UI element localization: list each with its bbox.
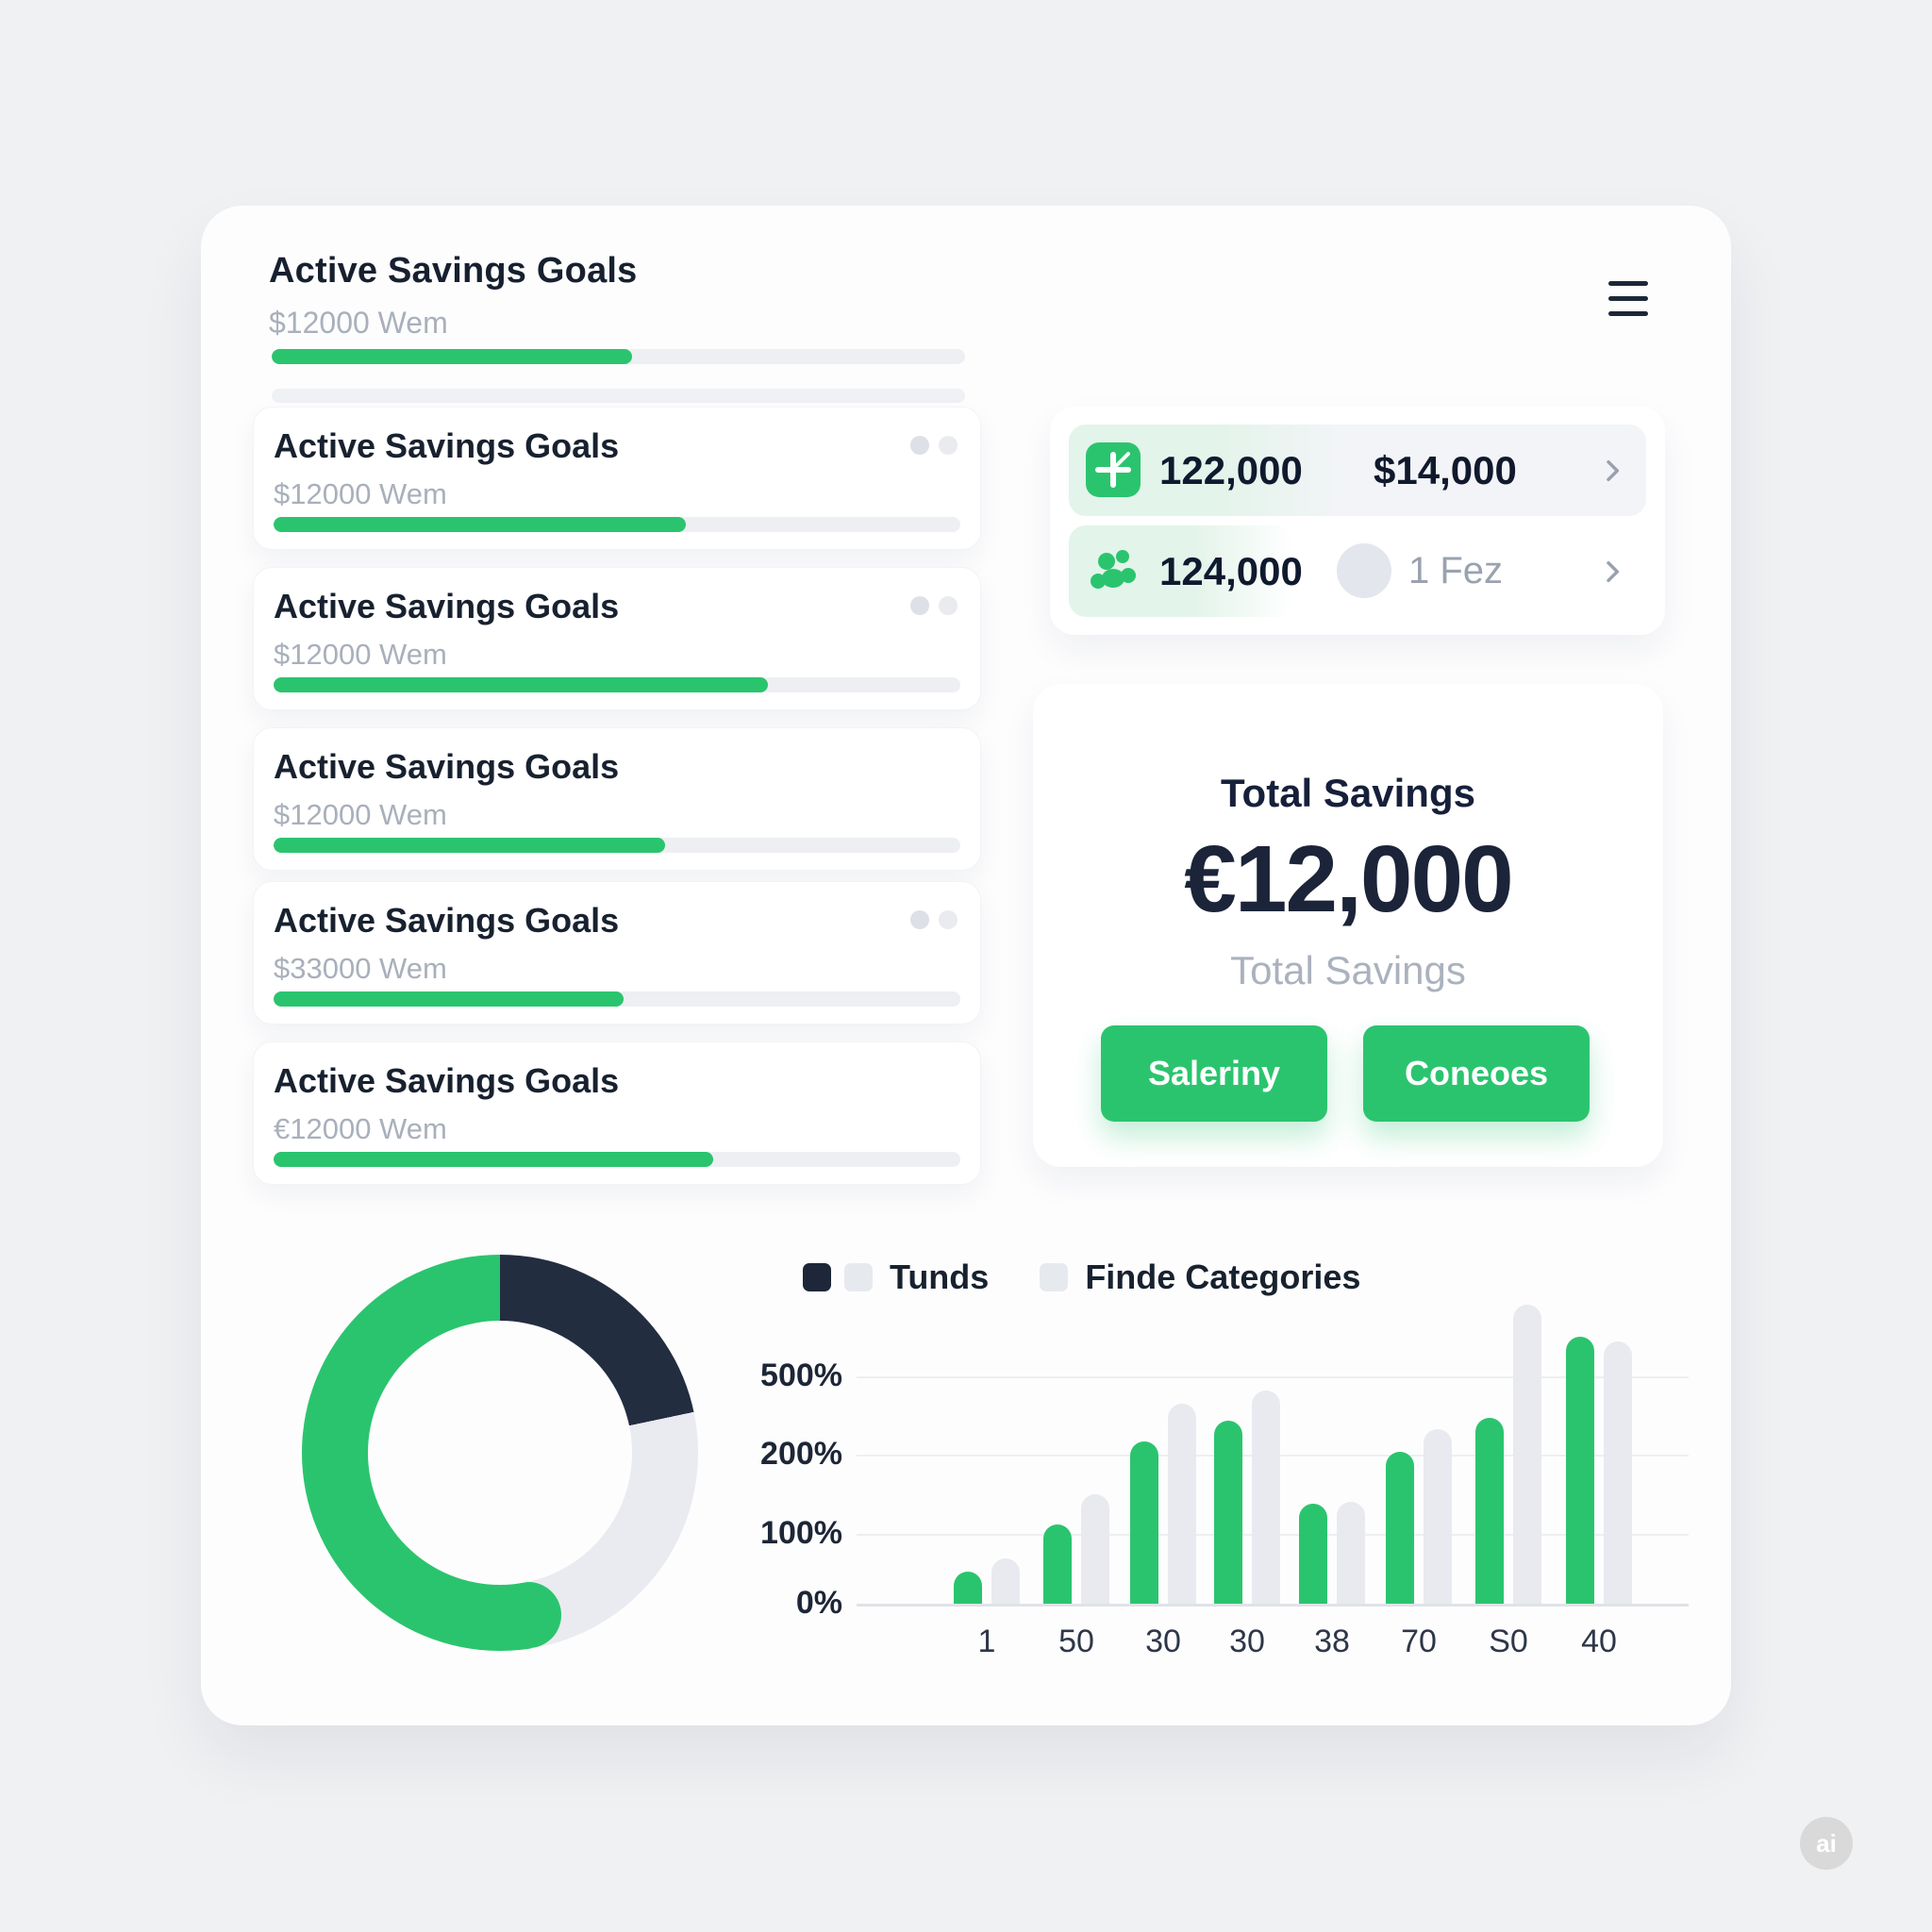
bar-finde-4 <box>1252 1391 1280 1604</box>
bar-finde-6 <box>1424 1429 1452 1604</box>
x-tick-7: S0 <box>1489 1624 1528 1659</box>
avatar <box>1337 543 1391 598</box>
bar-finde-8 <box>1604 1341 1632 1604</box>
bar-finde-2 <box>1081 1494 1109 1604</box>
bar-tunds-5 <box>1299 1504 1327 1604</box>
goal-progress-bar <box>274 677 960 692</box>
y-tick-0: 0% <box>795 1585 842 1621</box>
growth-chart-icon <box>1086 442 1141 497</box>
goal-progress-fill <box>274 677 769 692</box>
savings-donut-chart <box>302 1255 698 1651</box>
stat-value: 122,000 <box>1159 447 1303 492</box>
goal-title: Active Savings Goals <box>274 587 620 625</box>
goal-amount: $12000 Wem <box>274 638 447 671</box>
goal-card[interactable]: Active Savings Goals $12000 Wem <box>253 407 981 550</box>
bar-tunds-4 <box>1214 1421 1242 1604</box>
legend-swatch-gray[interactable] <box>844 1263 873 1291</box>
goal-amount: €12000 Wem <box>274 1112 447 1145</box>
page-title: Active Savings Goals <box>269 251 638 291</box>
gridline-500 <box>857 1376 1689 1378</box>
bar-finde-1 <box>991 1558 1020 1604</box>
legend-swatch-gray[interactable] <box>1040 1263 1069 1291</box>
goal-progress-bar <box>274 991 960 1007</box>
stat-secondary-value: $14,000 <box>1374 447 1517 492</box>
goal-card[interactable]: Active Savings Goals $12000 Wem <box>253 727 981 871</box>
goal-progress-fill <box>274 991 625 1007</box>
bar-tunds-2 <box>1043 1524 1072 1604</box>
header-progress-fill <box>272 349 633 364</box>
dashboard-panel: Active Savings Goals $12000 Wem Active S… <box>201 206 1731 1725</box>
bar-chart-plot <box>901 1305 1689 1604</box>
stat-row-fez[interactable]: 124,000 1 Fez <box>1069 525 1646 617</box>
saleriny-button[interactable]: Saleriny <box>1101 1025 1327 1122</box>
stat-row-funds[interactable]: 122,000 $14,000 <box>1069 425 1646 516</box>
x-tick-1: 1 <box>977 1624 996 1659</box>
x-tick-2: 50 <box>1058 1624 1094 1659</box>
stats-card: 122,000 $14,000 124,000 1 Fez <box>1050 407 1665 635</box>
total-savings-card: Total Savings €12,000 Total Savings Sale… <box>1033 684 1663 1167</box>
bar-tunds-7 <box>1475 1418 1504 1604</box>
y-tick-100: 100% <box>760 1515 842 1551</box>
total-savings-title: Total Savings <box>1221 771 1475 815</box>
total-savings-subtitle: Total Savings <box>1230 948 1466 992</box>
goal-card[interactable]: Active Savings Goals €12000 Wem <box>253 1041 981 1185</box>
goal-progress-fill <box>274 517 686 532</box>
ai-watermark-badge: ai <box>1800 1817 1853 1870</box>
drag-dots-icon[interactable] <box>910 596 958 615</box>
goal-card[interactable]: Active Savings Goals $12000 Wem <box>253 567 981 710</box>
coneoes-button[interactable]: Coneoes <box>1363 1025 1590 1122</box>
bar-tunds-1 <box>954 1572 982 1604</box>
goal-progress-bar <box>274 517 960 532</box>
donut-green-cap <box>495 1582 561 1648</box>
bar-tunds-3 <box>1130 1441 1158 1604</box>
header-goal-amount: $12000 Wem <box>269 306 448 340</box>
goal-progress-fill <box>274 838 665 853</box>
x-axis-line <box>857 1604 1689 1607</box>
total-savings-amount: €12,000 <box>1184 826 1513 932</box>
stat-value: 124,000 <box>1159 548 1303 593</box>
goal-card[interactable]: Active Savings Goals $33000 Wem <box>253 881 981 1024</box>
goal-progress-bar <box>274 1152 960 1167</box>
x-tick-8: 40 <box>1581 1624 1617 1659</box>
x-tick-6: 70 <box>1401 1624 1437 1659</box>
chevron-right-icon[interactable] <box>1597 525 1627 617</box>
goal-title: Active Savings Goals <box>274 1061 620 1100</box>
goal-title: Active Savings Goals <box>274 901 620 940</box>
bar-chart-legend: Tunds Finde Categories <box>803 1257 1360 1297</box>
goal-title: Active Savings Goals <box>274 426 620 465</box>
drag-dots-icon[interactable] <box>910 910 958 929</box>
goal-title: Active Savings Goals <box>274 747 620 786</box>
bar-finde-5 <box>1337 1502 1365 1604</box>
bar-finde-3 <box>1168 1404 1196 1604</box>
paw-icon <box>1091 550 1136 589</box>
goal-amount: $12000 Wem <box>274 798 447 831</box>
hamburger-menu-icon[interactable] <box>1608 281 1648 319</box>
drag-dots-icon[interactable] <box>910 436 958 455</box>
chevron-right-icon[interactable] <box>1597 425 1627 516</box>
legend-label-tunds[interactable]: Tunds <box>890 1257 990 1296</box>
list-peek-divider <box>272 389 965 403</box>
bar-tunds-8 <box>1566 1337 1594 1604</box>
goal-amount: $33000 Wem <box>274 952 447 985</box>
y-tick-500: 500% <box>760 1357 842 1393</box>
donut-hole <box>368 1321 632 1585</box>
goal-progress-bar <box>274 838 960 853</box>
x-tick-4: 30 <box>1229 1624 1265 1659</box>
x-tick-3: 30 <box>1145 1624 1181 1659</box>
legend-swatch-dark[interactable] <box>803 1263 831 1291</box>
goal-amount: $12000 Wem <box>274 477 447 510</box>
goal-progress-fill <box>274 1152 713 1167</box>
x-tick-5: 38 <box>1314 1624 1350 1659</box>
bar-tunds-6 <box>1386 1452 1414 1604</box>
legend-label-finde-categories[interactable]: Finde Categories <box>1085 1257 1361 1296</box>
header-progress-bar <box>272 349 965 364</box>
bar-finde-7 <box>1513 1305 1541 1604</box>
stat-secondary-value: 1 Fez <box>1408 550 1504 591</box>
y-tick-200: 200% <box>760 1436 842 1472</box>
